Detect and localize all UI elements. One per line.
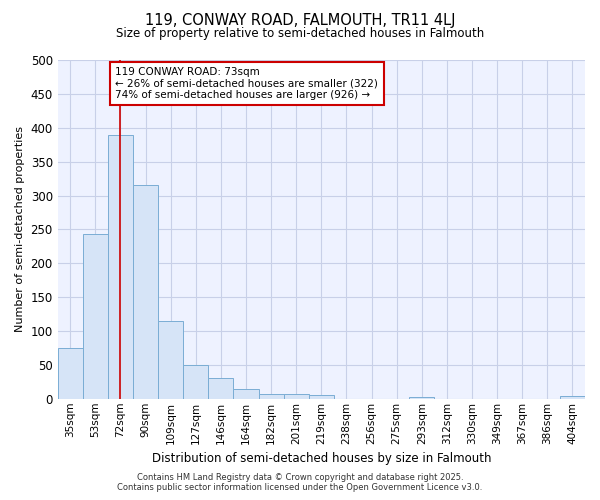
Y-axis label: Number of semi-detached properties: Number of semi-detached properties <box>15 126 25 332</box>
Bar <box>58 348 83 399</box>
Bar <box>233 388 259 399</box>
Text: 119 CONWAY ROAD: 73sqm
← 26% of semi-detached houses are smaller (322)
74% of se: 119 CONWAY ROAD: 73sqm ← 26% of semi-det… <box>115 67 378 100</box>
Bar <box>284 394 309 399</box>
Bar <box>208 378 233 399</box>
Bar <box>309 394 334 399</box>
Bar <box>158 321 183 399</box>
Bar <box>133 186 158 399</box>
Text: Contains HM Land Registry data © Crown copyright and database right 2025.
Contai: Contains HM Land Registry data © Crown c… <box>118 473 482 492</box>
Bar <box>108 134 133 399</box>
Bar <box>183 365 208 399</box>
Bar <box>83 234 108 399</box>
Text: 119, CONWAY ROAD, FALMOUTH, TR11 4LJ: 119, CONWAY ROAD, FALMOUTH, TR11 4LJ <box>145 12 455 28</box>
Bar <box>259 394 284 399</box>
Bar <box>560 396 585 399</box>
X-axis label: Distribution of semi-detached houses by size in Falmouth: Distribution of semi-detached houses by … <box>152 452 491 465</box>
Bar <box>409 398 434 399</box>
Text: Size of property relative to semi-detached houses in Falmouth: Size of property relative to semi-detach… <box>116 28 484 40</box>
